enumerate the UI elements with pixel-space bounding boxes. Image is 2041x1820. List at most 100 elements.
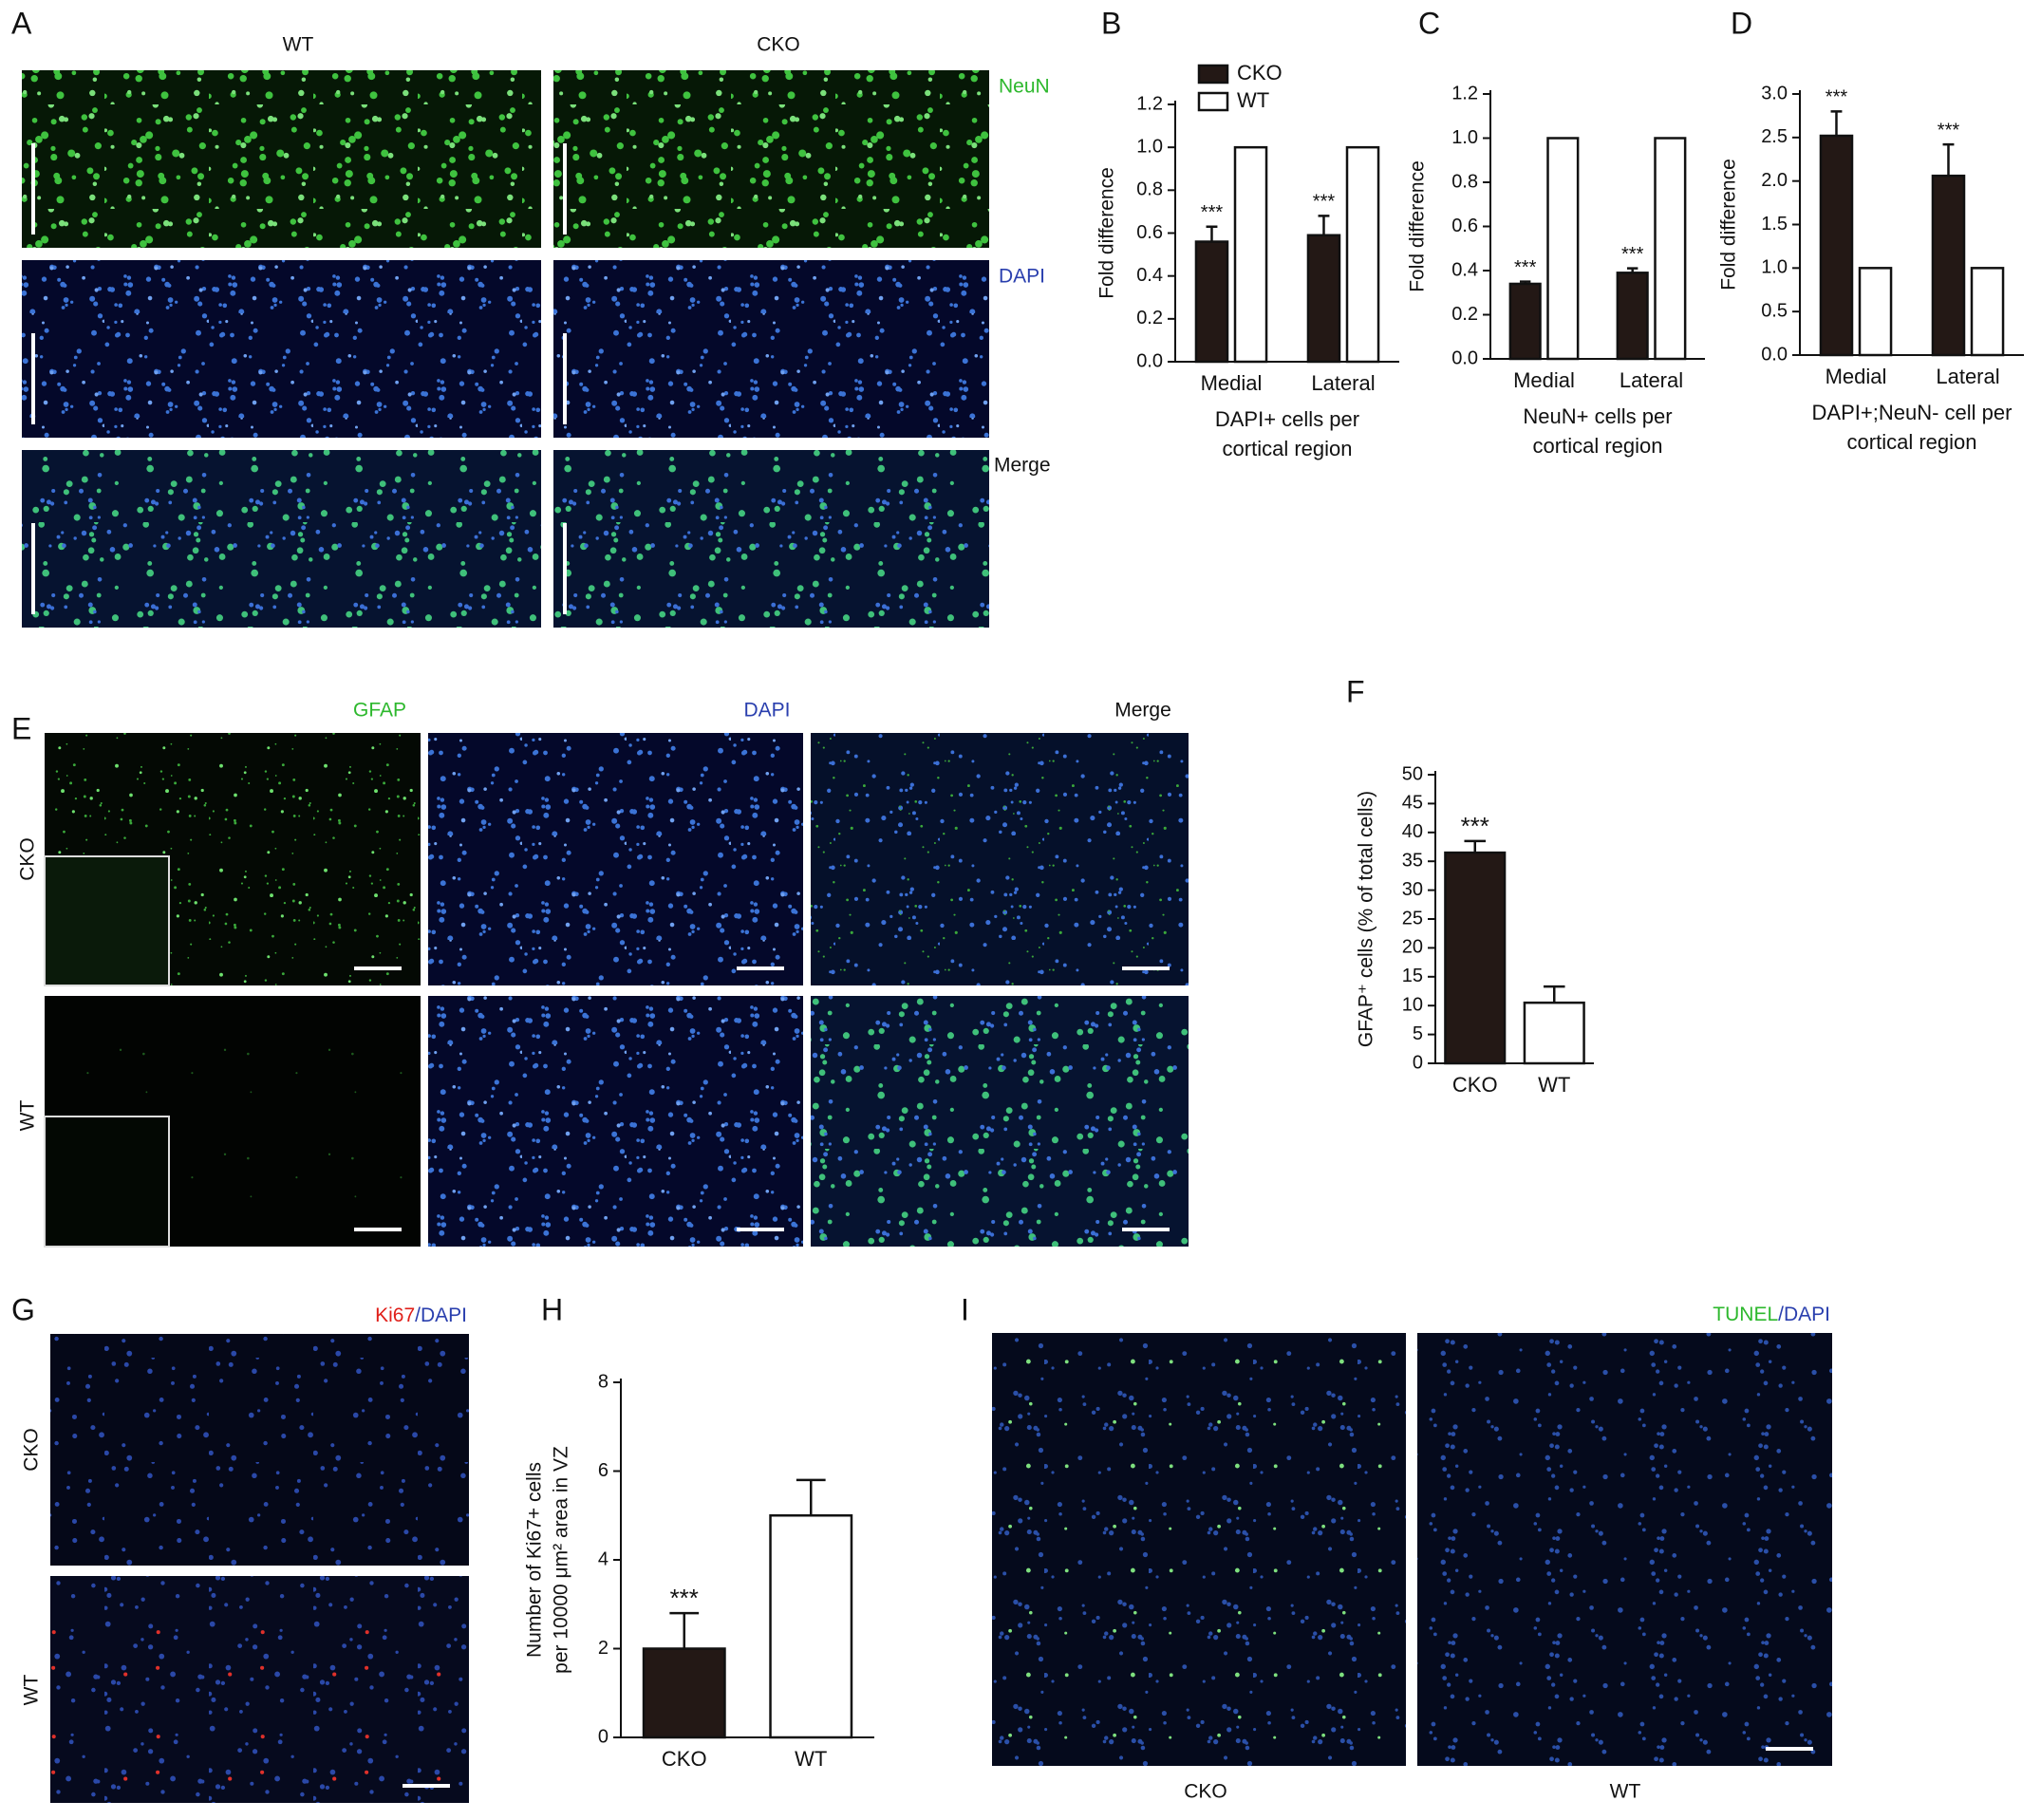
micrograph	[811, 996, 1189, 1247]
stain-part: /DAPI	[1778, 1304, 1830, 1325]
panel-label: F	[1346, 674, 1365, 708]
stain-part: /DAPI	[415, 1304, 467, 1326]
y-axis-label: Fold difference	[1096, 167, 1118, 299]
x-axis-label: cortical region	[1847, 430, 1977, 454]
row-label: WT	[17, 1100, 39, 1132]
y-tick-label: 0.4	[1451, 259, 1478, 280]
bar	[1546, 137, 1580, 361]
bar	[1345, 145, 1380, 364]
y-tick-label: 0.6	[1451, 216, 1478, 236]
bar	[1508, 282, 1542, 361]
significance: ***	[1826, 87, 1848, 108]
stain-label: Merge	[1114, 700, 1171, 722]
panel-label: C	[1418, 6, 1440, 40]
column-label: WT	[283, 34, 314, 56]
y-tick-label: 30	[1402, 879, 1423, 900]
y-tick-label: 5	[1413, 1023, 1423, 1044]
x-tick-label: WT	[795, 1747, 827, 1771]
error-bar	[1830, 110, 1843, 136]
x-axis-label: cortical region	[1533, 434, 1663, 458]
legend-swatch	[1197, 64, 1229, 84]
error-bar	[1318, 215, 1330, 235]
significance: ***	[1514, 257, 1537, 278]
x-tick-label: Lateral	[1936, 365, 1999, 388]
stain-label: Merge	[994, 455, 1051, 477]
error-bar	[669, 1611, 700, 1649]
panel-label: G	[11, 1292, 35, 1326]
micrograph	[50, 1576, 469, 1803]
x-axis-label: NeuN+ cells per	[1523, 404, 1672, 428]
bar	[1523, 1001, 1585, 1065]
bar	[1306, 234, 1341, 364]
micrograph	[992, 1333, 1406, 1766]
x-tick-label: Medial	[1513, 368, 1575, 392]
y-tick-label: 0.0	[1761, 344, 1788, 365]
bar	[1858, 267, 1893, 357]
micrograph	[22, 260, 541, 438]
bar	[642, 1647, 726, 1739]
micrograph	[1417, 1333, 1832, 1766]
y-tick-label: 8	[598, 1371, 609, 1392]
y-tick-label: 1.2	[1451, 83, 1478, 103]
y-tick-label: 0.2	[1451, 304, 1478, 325]
significance: ***	[1201, 202, 1224, 223]
micrograph	[22, 450, 541, 628]
micrograph	[811, 733, 1189, 985]
micrograph	[428, 996, 803, 1247]
y-tick-label: 25	[1402, 908, 1423, 929]
significance: ***	[1938, 120, 1960, 141]
legend-label: WT	[1237, 88, 1269, 112]
bar	[1444, 851, 1507, 1065]
significance: ***	[1621, 244, 1644, 265]
micrographs	[22, 70, 1832, 1803]
x-tick-label: CKO	[1452, 1073, 1498, 1097]
panel-label: E	[11, 711, 31, 745]
error-bar	[1942, 142, 1955, 177]
panel-label: B	[1101, 6, 1121, 40]
x-axis-label: DAPI+;NeuN- cell per	[1812, 401, 2013, 424]
bar	[1194, 240, 1229, 364]
y-tick-label: 0	[598, 1726, 609, 1747]
y-tick-label: 3.0	[1761, 83, 1788, 103]
error-bar	[1543, 985, 1565, 1004]
stain-label: NeuN	[999, 76, 1050, 98]
bar	[1233, 145, 1268, 364]
y-tick-label: 1.5	[1761, 214, 1788, 235]
panel-label: D	[1731, 6, 1752, 40]
y-tick-label: 1.0	[1451, 127, 1478, 148]
error-bar	[1206, 225, 1218, 242]
y-tick-label: 1.0	[1761, 257, 1788, 278]
y-tick-label: 4	[598, 1548, 609, 1569]
error-bar	[1626, 267, 1638, 273]
y-tick-label: 2.5	[1761, 126, 1788, 147]
y-axis-label: Number of Ki67+ cells	[524, 1462, 546, 1658]
y-tick-label: 2.0	[1761, 170, 1788, 191]
x-tick-label: Lateral	[1620, 368, 1683, 392]
column-label: CKO	[1184, 1781, 1227, 1803]
y-tick-label: 0.5	[1761, 300, 1788, 321]
column-label: CKO	[757, 34, 800, 56]
row-label: WT	[21, 1675, 43, 1706]
micrograph	[553, 450, 989, 628]
bar	[1654, 137, 1687, 361]
legend-label: CKO	[1237, 61, 1283, 84]
y-tick-label: 0.0	[1451, 347, 1478, 368]
y-tick-label: 50	[1402, 763, 1423, 784]
x-tick-label: WT	[1538, 1073, 1570, 1097]
bar	[769, 1514, 853, 1739]
bar	[1931, 174, 1966, 357]
x-tick-label: Medial	[1201, 371, 1263, 395]
x-axis-label: DAPI+ cells per	[1215, 407, 1359, 431]
error-bar	[1464, 839, 1487, 854]
y-tick-label: 10	[1402, 994, 1423, 1015]
significance: ***	[670, 1584, 699, 1612]
stain-part: Ki67	[375, 1304, 415, 1326]
y-tick-label: 0.8	[1136, 179, 1163, 200]
y-tick-label: 1.0	[1136, 136, 1163, 157]
panel-label: I	[961, 1292, 969, 1326]
error-bar	[796, 1478, 826, 1516]
bar	[1970, 267, 2005, 357]
y-axis-label: per 10000 μm² area in VZ	[551, 1446, 572, 1674]
y-tick-label: 20	[1402, 937, 1423, 958]
